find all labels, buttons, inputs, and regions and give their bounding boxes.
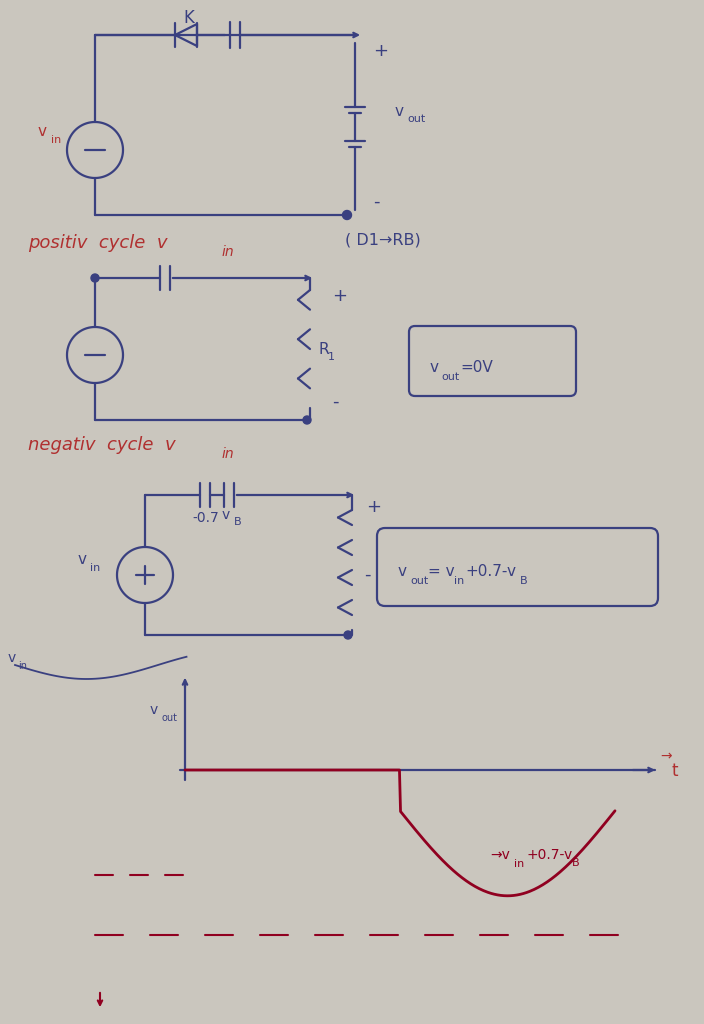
Text: ( D1→RB): ( D1→RB) <box>345 232 421 248</box>
Text: in: in <box>222 447 234 461</box>
Text: in: in <box>514 859 524 869</box>
Text: +: + <box>366 498 381 516</box>
Text: -: - <box>332 393 339 411</box>
Text: +: + <box>373 42 388 60</box>
Text: v: v <box>38 125 47 139</box>
Text: B: B <box>572 858 579 868</box>
Text: R: R <box>318 341 329 356</box>
Text: negativ  cycle  v: negativ cycle v <box>28 436 175 454</box>
Circle shape <box>303 416 311 424</box>
Text: B: B <box>234 517 241 527</box>
Text: v: v <box>8 651 16 665</box>
Text: in: in <box>18 662 27 671</box>
Text: in: in <box>222 245 234 259</box>
Text: +0.7-v: +0.7-v <box>527 848 573 862</box>
Text: out: out <box>161 713 177 723</box>
Text: v: v <box>395 104 404 119</box>
Text: 1: 1 <box>328 352 335 362</box>
Text: -: - <box>364 566 370 584</box>
Text: out: out <box>441 372 459 382</box>
Circle shape <box>91 274 99 282</box>
Circle shape <box>344 631 352 639</box>
Text: +: + <box>332 287 347 305</box>
Text: →: → <box>660 749 672 763</box>
Text: -: - <box>373 193 379 211</box>
Text: positiv  cycle  v: positiv cycle v <box>28 234 168 252</box>
Text: v: v <box>398 564 407 580</box>
Text: B: B <box>520 575 527 586</box>
Text: t: t <box>672 762 679 780</box>
Text: →v: →v <box>490 848 510 862</box>
Text: =0V: =0V <box>460 360 493 376</box>
Text: out: out <box>407 114 425 124</box>
Text: v: v <box>78 553 87 567</box>
Text: v: v <box>150 703 158 717</box>
Text: +0.7-v: +0.7-v <box>465 564 516 580</box>
Text: out: out <box>410 575 428 586</box>
Text: -0.7: -0.7 <box>192 511 219 525</box>
Text: K: K <box>183 9 194 27</box>
Text: v: v <box>222 508 230 522</box>
Text: = v: = v <box>428 564 455 580</box>
Text: in: in <box>90 563 100 573</box>
Text: in: in <box>51 135 61 145</box>
Text: in: in <box>454 575 464 586</box>
Text: v: v <box>430 360 439 376</box>
Circle shape <box>343 211 351 219</box>
